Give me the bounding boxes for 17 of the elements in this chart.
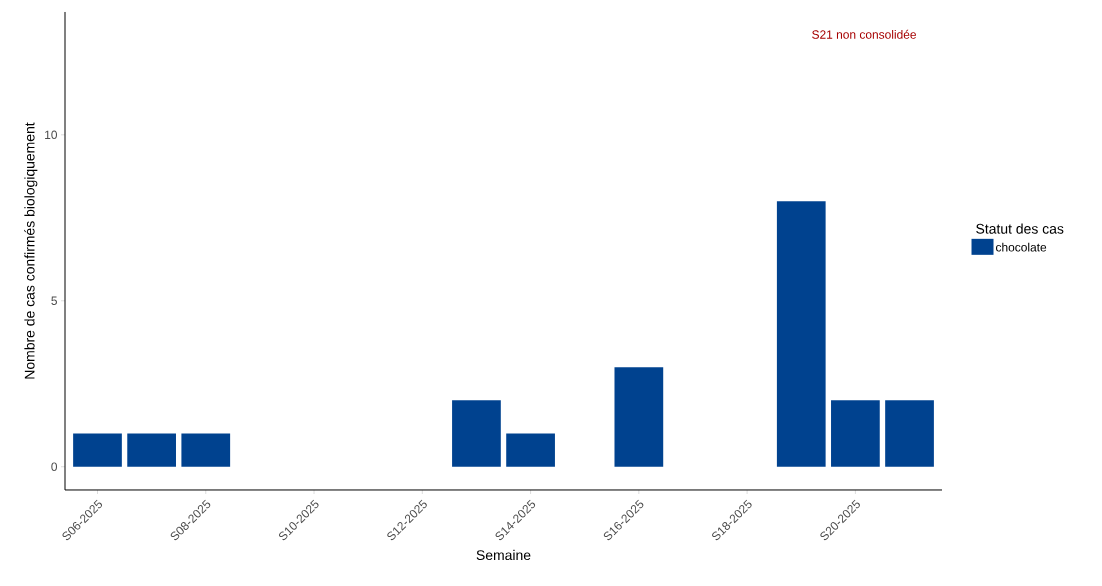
y-tick-label: 0 — [51, 462, 58, 471]
x-axis-title: Semaine — [476, 549, 531, 561]
annotation: S21 non consolidée — [812, 29, 916, 39]
bar — [127, 433, 176, 467]
bar — [73, 433, 122, 467]
legend-label: chocolate — [996, 242, 1047, 252]
bar — [506, 433, 555, 467]
bar — [885, 400, 934, 467]
bar — [614, 367, 664, 467]
bar — [452, 400, 501, 467]
y-tick-label: 5 — [51, 296, 57, 305]
bar — [776, 201, 826, 467]
bar — [181, 433, 231, 467]
y-axis-title: Nombre de cas confirmés biologiquement — [24, 122, 38, 379]
y-tick-label: 10 — [45, 130, 58, 140]
legend-title: Statut des cas — [976, 223, 1064, 234]
bar — [831, 400, 880, 467]
